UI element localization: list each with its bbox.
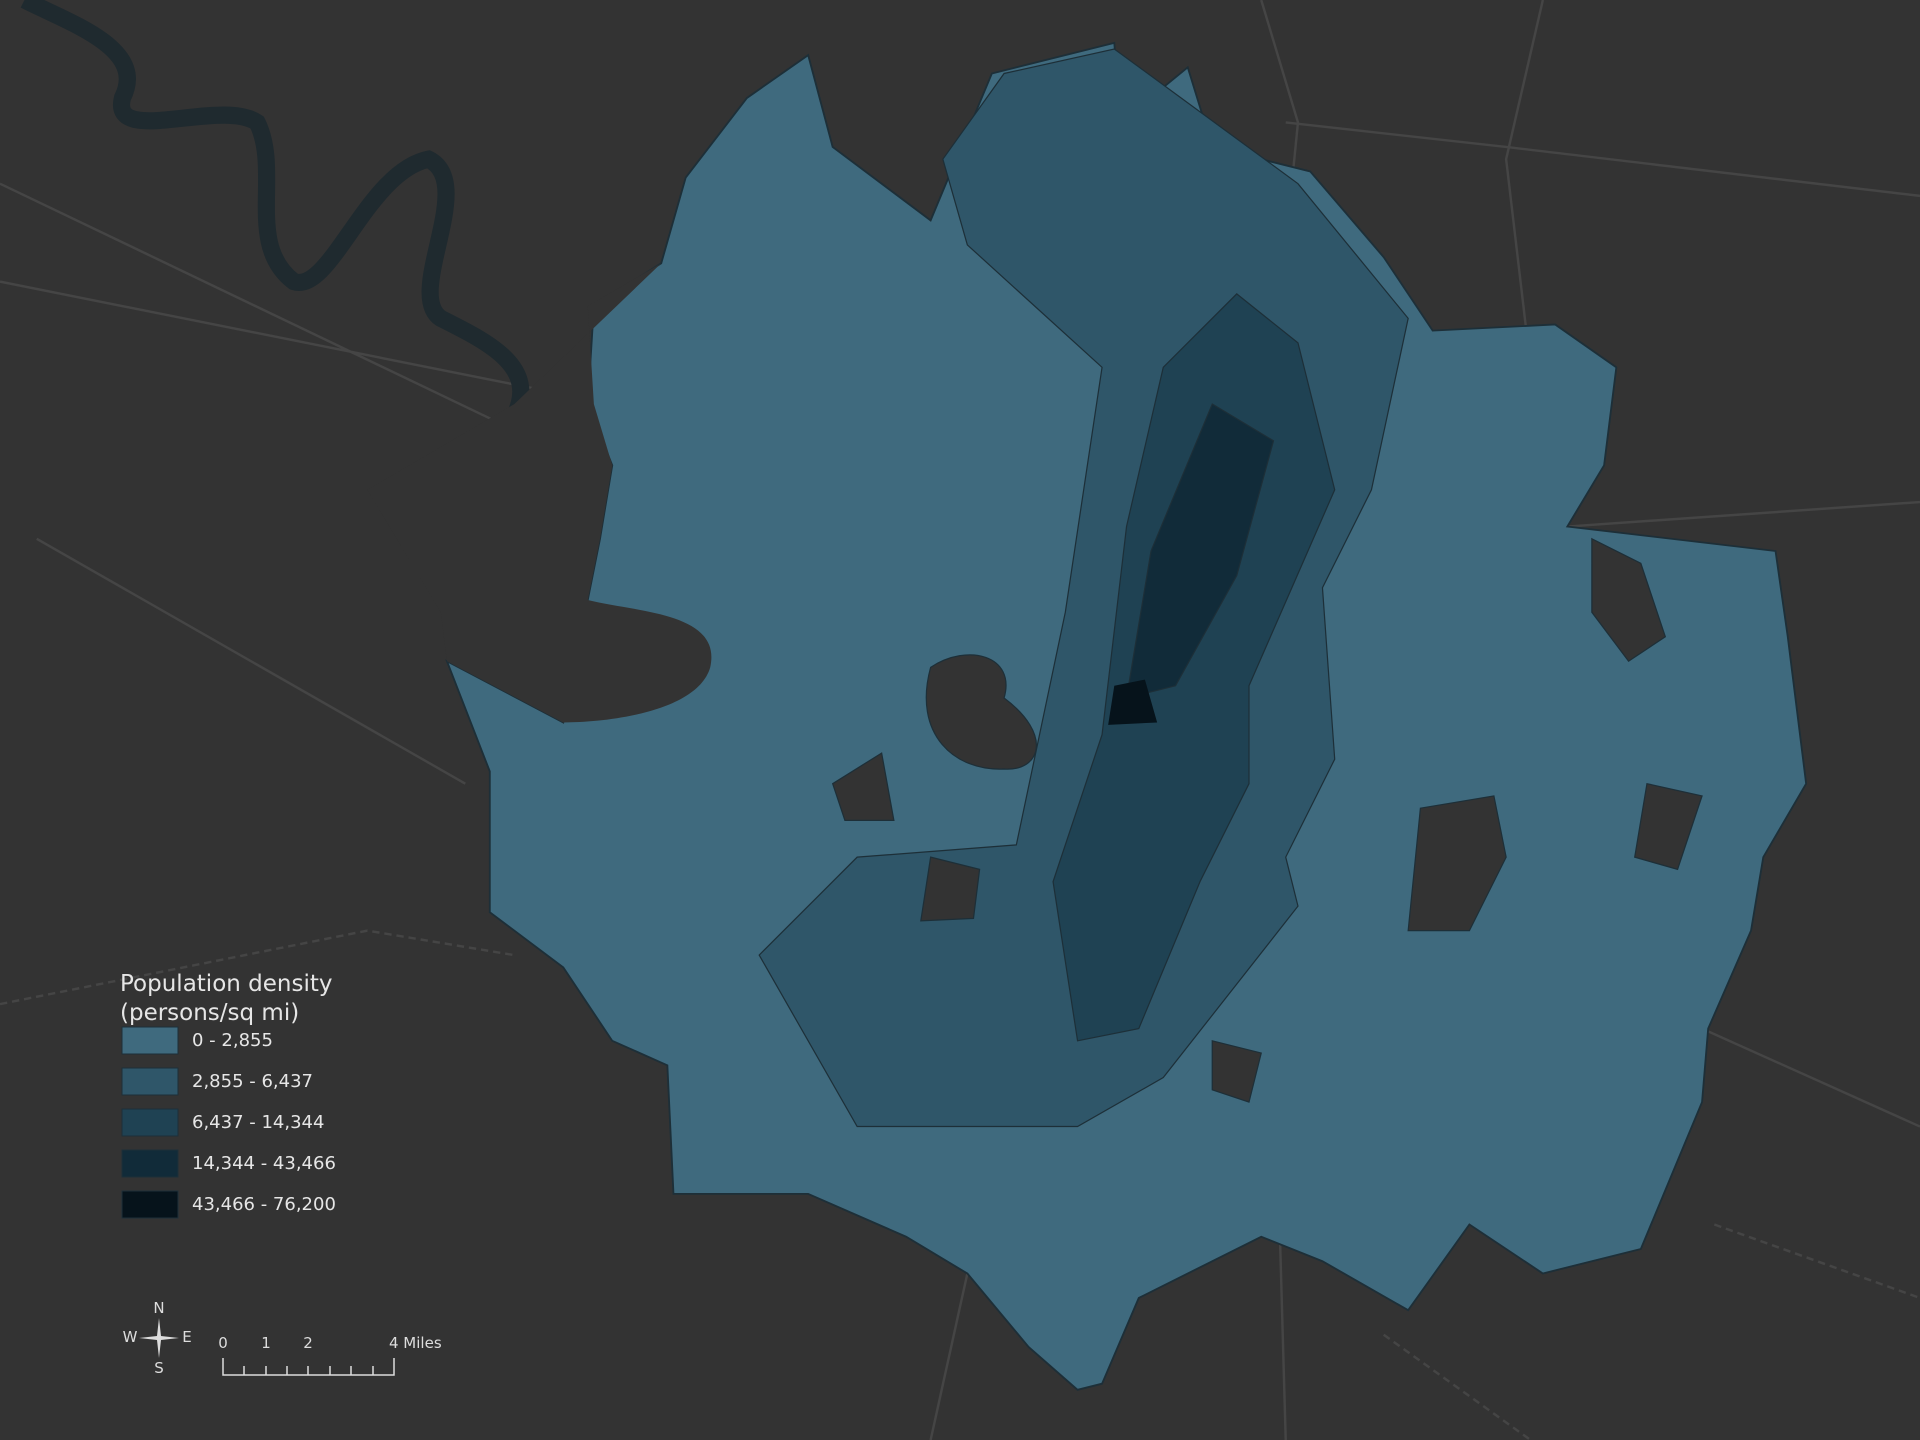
legend-swatch xyxy=(121,1149,179,1178)
legend-title: Population density xyxy=(120,971,332,997)
compass: N E S W xyxy=(123,1299,192,1377)
tracts-very-dense xyxy=(1125,403,1275,699)
legend-swatch xyxy=(121,1190,179,1219)
legend: Population density (persons/sq mi) 0 - 2… xyxy=(120,971,336,1219)
compass-w: W xyxy=(123,1328,138,1346)
legend-swatch xyxy=(121,1067,179,1096)
downtown xyxy=(1108,679,1158,725)
tracts-dense xyxy=(1052,293,1336,1042)
scale-label: 4 Miles xyxy=(389,1334,442,1352)
legend-label: 0 - 2,855 xyxy=(192,1030,273,1051)
river xyxy=(20,0,607,448)
legend-swatch xyxy=(121,1108,179,1137)
scale-label: 2 xyxy=(303,1334,313,1352)
legend-label: 43,466 - 76,200 xyxy=(192,1194,336,1215)
compass-n: N xyxy=(153,1299,164,1317)
legend-label: 2,855 - 6,437 xyxy=(192,1071,313,1092)
legend-label: 6,437 - 14,344 xyxy=(192,1112,324,1133)
scale-label: 1 xyxy=(261,1334,271,1352)
scale-bar: 0 1 2 4 Miles xyxy=(218,1334,442,1376)
excluded-areas xyxy=(367,263,1703,1103)
compass-e: E xyxy=(182,1328,191,1346)
compass-rose xyxy=(139,1318,179,1358)
compass-s: S xyxy=(154,1359,164,1377)
legend-swatch xyxy=(121,1026,179,1055)
scale-ticks xyxy=(222,1358,395,1376)
legend-title: (persons/sq mi) xyxy=(120,1000,299,1026)
legend-items: 0 - 2,855 2,855 - 6,437 6,437 - 14,344 14,3… xyxy=(121,1026,336,1219)
scale-label: 0 xyxy=(218,1334,228,1352)
legend-label: 14,344 - 43,466 xyxy=(192,1153,336,1174)
